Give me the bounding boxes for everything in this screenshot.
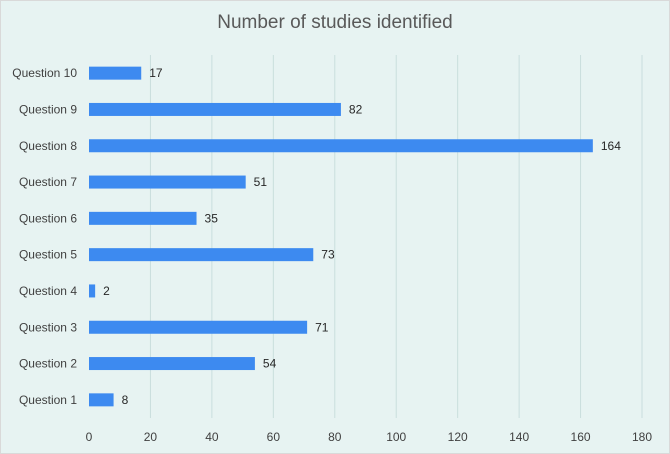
data-label: 51 <box>254 175 268 189</box>
data-label: 82 <box>349 102 363 116</box>
x-tick-label: 140 <box>509 430 529 444</box>
chart-title: Number of studies identified <box>217 12 453 33</box>
data-label: 8 <box>122 393 129 407</box>
bar <box>89 320 308 334</box>
bar <box>89 357 255 371</box>
data-label: 35 <box>205 211 219 225</box>
y-category-label: Question 8 <box>19 139 77 153</box>
data-label: 71 <box>315 320 329 334</box>
data-label: 17 <box>149 66 163 80</box>
y-category-label: Question 3 <box>19 320 77 334</box>
bar <box>89 66 142 80</box>
x-tick-label: 160 <box>571 430 591 444</box>
data-label: 164 <box>601 139 621 153</box>
x-tick-label: 20 <box>144 430 158 444</box>
y-category-label: Question 2 <box>19 357 77 371</box>
y-category-label: Question 6 <box>19 211 77 225</box>
bar <box>89 211 197 225</box>
bar <box>89 175 246 189</box>
bar <box>89 248 314 262</box>
y-category-label: Question 5 <box>19 248 77 262</box>
x-tick-label: 80 <box>328 430 342 444</box>
bar <box>89 284 96 298</box>
y-category-label: Question 1 <box>19 393 77 407</box>
x-tick-label: 0 <box>86 430 93 444</box>
data-label: 73 <box>321 248 335 262</box>
y-category-label: Question 4 <box>19 284 77 298</box>
x-tick-label: 180 <box>632 430 652 444</box>
bar <box>89 393 114 407</box>
data-label: 54 <box>263 357 277 371</box>
bar <box>89 102 341 116</box>
y-category-label: Question 7 <box>19 175 77 189</box>
bar <box>89 139 593 153</box>
x-tick-label: 120 <box>448 430 468 444</box>
x-tick-label: 100 <box>386 430 406 444</box>
x-tick-label: 40 <box>205 430 219 444</box>
data-label: 2 <box>103 284 110 298</box>
y-category-label: Question 9 <box>19 102 77 116</box>
x-tick-label: 60 <box>267 430 281 444</box>
y-category-label: Question 10 <box>12 66 77 80</box>
